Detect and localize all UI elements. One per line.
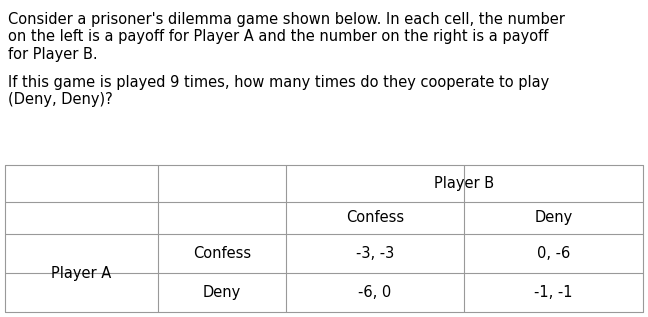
Text: -6, 0: -6, 0 [358,285,391,300]
Text: 0, -6: 0, -6 [537,246,570,261]
Text: -3, -3: -3, -3 [356,246,394,261]
Text: on the left is a payoff for Player A and the number on the right is a payoff: on the left is a payoff for Player A and… [8,29,548,44]
Text: Player B: Player B [434,176,494,191]
Text: Deny: Deny [203,285,241,300]
Text: Confess: Confess [346,210,404,225]
Text: Confess: Confess [193,246,251,261]
Text: (Deny, Deny)?: (Deny, Deny)? [8,92,113,107]
Text: for Player B.: for Player B. [8,47,98,62]
Text: -1, -1: -1, -1 [535,285,573,300]
Text: Consider a prisoner's dilemma game shown below. In each cell, the number: Consider a prisoner's dilemma game shown… [8,12,565,27]
Text: Player A: Player A [51,266,111,281]
Text: Deny: Deny [535,210,573,225]
Text: If this game is played 9 times, how many times do they cooperate to play: If this game is played 9 times, how many… [8,74,550,89]
